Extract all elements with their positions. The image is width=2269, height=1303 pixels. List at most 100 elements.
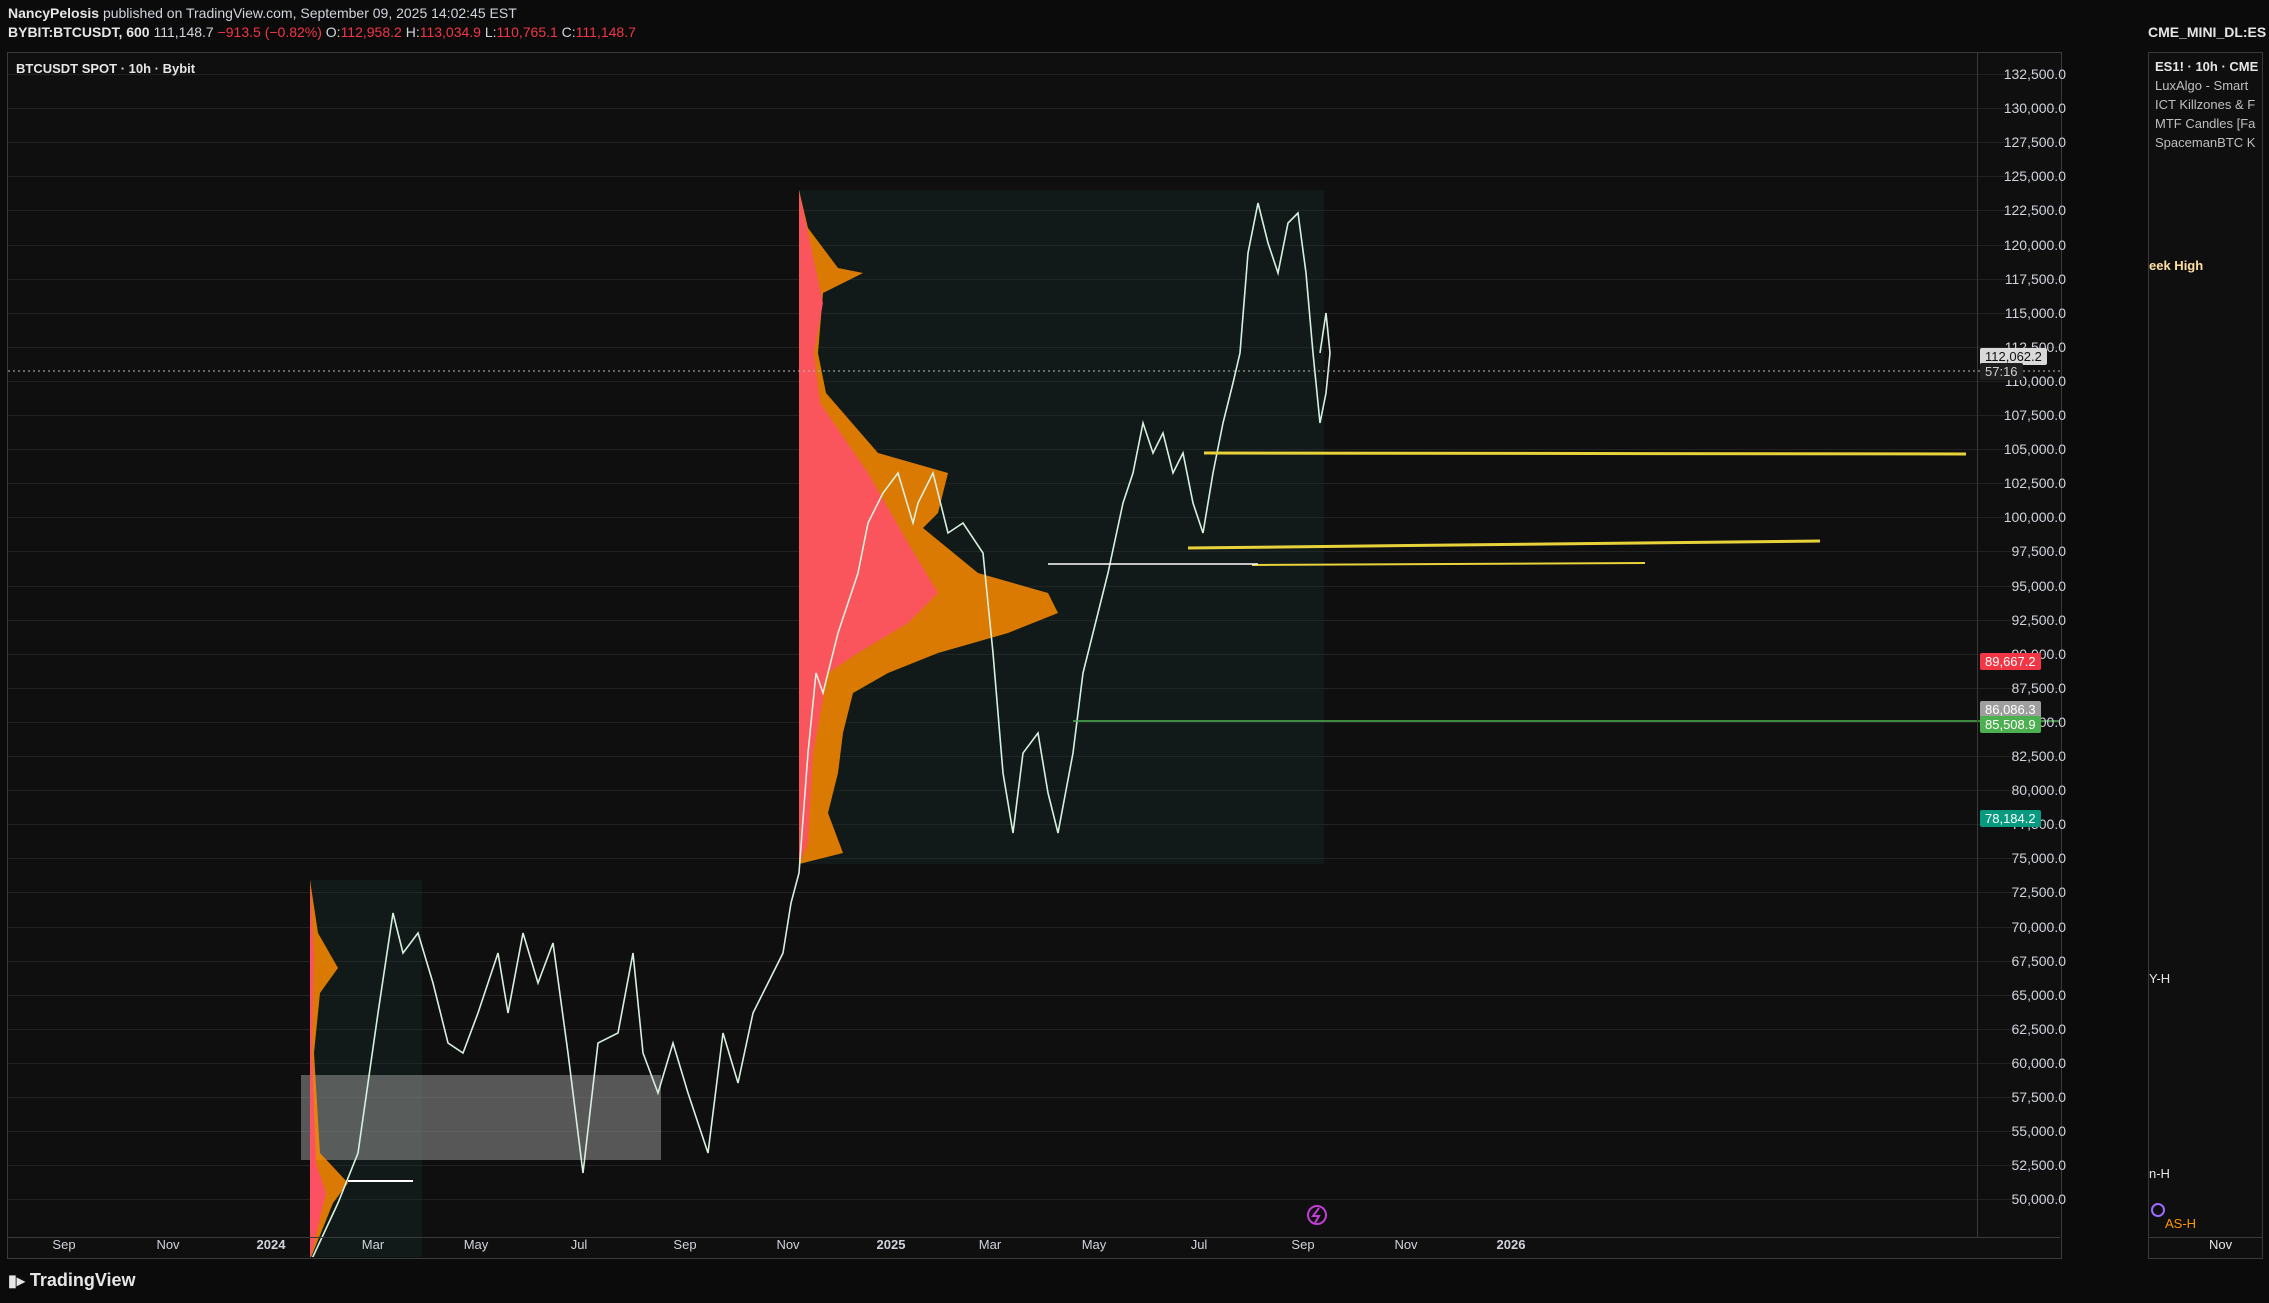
- right-symbol[interactable]: CME_MINI_DL:ES: [2148, 24, 2266, 40]
- grid-line: [8, 858, 2060, 860]
- price-axis-label: 67,500.0: [2011, 952, 2067, 969]
- price-axis-label: 120,000.0: [2003, 236, 2066, 253]
- tv-logo-icon: ▮▸: [8, 1273, 25, 1290]
- indicator-2[interactable]: ICT Killzones & F: [2155, 97, 2256, 112]
- time-axis-label: Jul: [1190, 1237, 1208, 1252]
- high-value: 113,034.9: [419, 24, 481, 40]
- side-legend[interactable]: ES1! · 10h · CME: [2155, 59, 2259, 74]
- n-h-label: n-H: [2149, 1166, 2170, 1181]
- ohlc-bar: BYBIT:BTCUSDT, 600 111,148.7 −913.5 (−0.…: [8, 24, 636, 40]
- open-label: O:: [325, 24, 341, 40]
- time-axis-label: Jul: [570, 1237, 588, 1252]
- time-axis-label: Sep: [673, 1237, 697, 1252]
- price-axis-label: 95,000.0: [2011, 577, 2067, 594]
- price-axis-label: 87,500.0: [2011, 679, 2067, 696]
- grid-line: [8, 517, 2060, 519]
- time-axis-label: Sep: [1291, 1237, 1315, 1252]
- grid-line: [8, 585, 2060, 587]
- main-chart-panel[interactable]: BTCUSDT SPOT · 10h · Bybit 132,500.0 130,…: [7, 52, 2066, 1259]
- volume-profile-small-orange: [310, 880, 348, 1257]
- chart-canvas[interactable]: [8, 53, 2060, 1257]
- tradingview-logo[interactable]: ▮▸ TradingView: [8, 1270, 136, 1291]
- price-axis-label: 127,500.0: [2003, 134, 2066, 151]
- symbol-label[interactable]: BYBIT:BTCUSDT, 600: [8, 24, 150, 40]
- grid-line: [8, 108, 2060, 110]
- time-axis-label: 2026: [1496, 1237, 1526, 1252]
- close-label: C:: [561, 24, 576, 40]
- price-axis-label: 122,500.0: [2003, 202, 2066, 219]
- price-axis-label: 80,000.0: [2011, 782, 2067, 799]
- chart-legend[interactable]: BTCUSDT SPOT · 10h · Bybit: [16, 61, 196, 76]
- open-value: 112,958.2: [340, 24, 402, 40]
- price-axis-label: 60,000.0: [2011, 1054, 2067, 1071]
- time-axis-label: Mar: [361, 1237, 385, 1252]
- close-value: 111,148.7: [575, 24, 636, 40]
- price-axis-label: 102,500.0: [2003, 475, 2066, 492]
- grid-line: [8, 1165, 2060, 1167]
- as-h-label: AS-H: [2165, 1216, 2197, 1231]
- order-block-zone: [301, 1075, 661, 1160]
- low-value: 110,765.1: [496, 24, 558, 40]
- indicator-3[interactable]: MTF Candles [Fa: [2155, 116, 2256, 131]
- grid-line: [8, 756, 2060, 757]
- price-axis-label: 100,000.0: [2003, 509, 2066, 526]
- price-axis-label: 117,500.0: [2004, 270, 2066, 287]
- event-icon[interactable]: [2151, 1203, 2165, 1217]
- grid-line: [8, 483, 2060, 485]
- price-axis-label: 82,500.0: [2011, 748, 2067, 764]
- price-axis-label: 62,500.0: [2011, 1020, 2067, 1037]
- indicator-1[interactable]: LuxAlgo - Smart: [2155, 78, 2249, 93]
- lightning-bolt-icon: [1311, 1207, 1321, 1224]
- time-axis-label: Mar: [978, 1237, 1002, 1252]
- volume-profile-small-red: [310, 880, 326, 1257]
- grid-line: [8, 892, 2060, 894]
- grid-line: [8, 380, 2060, 382]
- side-x-label: Nov: [2209, 1237, 2233, 1252]
- price-axis-label: 105,000.0: [2003, 441, 2066, 458]
- grid-line: [8, 994, 2060, 996]
- time-axis-label: May: [463, 1237, 489, 1252]
- axis-divider: [1977, 53, 1978, 1237]
- level-line-1[interactable]: [1203, 451, 1967, 456]
- grid-line: [8, 346, 2060, 348]
- grid-line: [8, 721, 2060, 723]
- last-price: 111,148.7: [153, 24, 214, 40]
- price-axis-label: 92,500.0: [2011, 611, 2067, 628]
- countdown-tag: 57:16: [1980, 363, 2023, 380]
- price-axis-label: 52,500.0: [2011, 1157, 2067, 1174]
- grid-line: [8, 1131, 2060, 1133]
- lightning-icon[interactable]: [1307, 1205, 1327, 1225]
- grid-line: [8, 415, 2060, 416]
- current-price-tag: 112,062.2: [1980, 348, 2047, 365]
- price-axis-label: 55,000.0: [2011, 1123, 2067, 1140]
- time-axis-divider: [8, 1237, 2060, 1238]
- grid-line: [8, 244, 2060, 246]
- right-symbol-label: CME_MINI_DL:ES: [2148, 24, 2267, 40]
- time-axis-label: Nov: [1394, 1237, 1418, 1252]
- time-axis-label: 2024: [256, 1237, 286, 1252]
- time-axis-label: 2025: [876, 1237, 906, 1252]
- grid-line: [8, 74, 2060, 75]
- brand-name: TradingView: [29, 1270, 136, 1290]
- secondary-chart-panel[interactable]: ES1! · 10h · CME LuxAlgo - Smart ICT Kil…: [2148, 52, 2263, 1259]
- author-name[interactable]: NancyPelosis: [8, 5, 100, 21]
- time-axis-label: Sep: [52, 1237, 76, 1252]
- grid-line: [8, 210, 2060, 212]
- week-high-label: eek High: [2149, 258, 2204, 273]
- grid-line: [8, 926, 2060, 928]
- grid-line: [8, 960, 2060, 962]
- grid-line: [8, 449, 2060, 451]
- price-axis-label: 65,000.0: [2011, 986, 2067, 1003]
- grid-line: [8, 1199, 2060, 1201]
- level-line-2[interactable]: [1187, 539, 1821, 550]
- grid-line: [8, 653, 2060, 655]
- time-axis-label: May: [1081, 1237, 1107, 1252]
- level-line-3[interactable]: [1251, 562, 1646, 566]
- grid-line: [8, 312, 2060, 314]
- indicator-4[interactable]: SpacemanBTC K: [2155, 135, 2256, 150]
- price-axis-label: 132,500.0: [2003, 66, 2066, 82]
- price-axis-label: 50,000.0: [2011, 1191, 2067, 1208]
- change-value: −913.5 (−0.82%): [217, 24, 322, 40]
- grid-line: [8, 1062, 2060, 1064]
- price-axis-label: 72,500.0: [2011, 884, 2067, 901]
